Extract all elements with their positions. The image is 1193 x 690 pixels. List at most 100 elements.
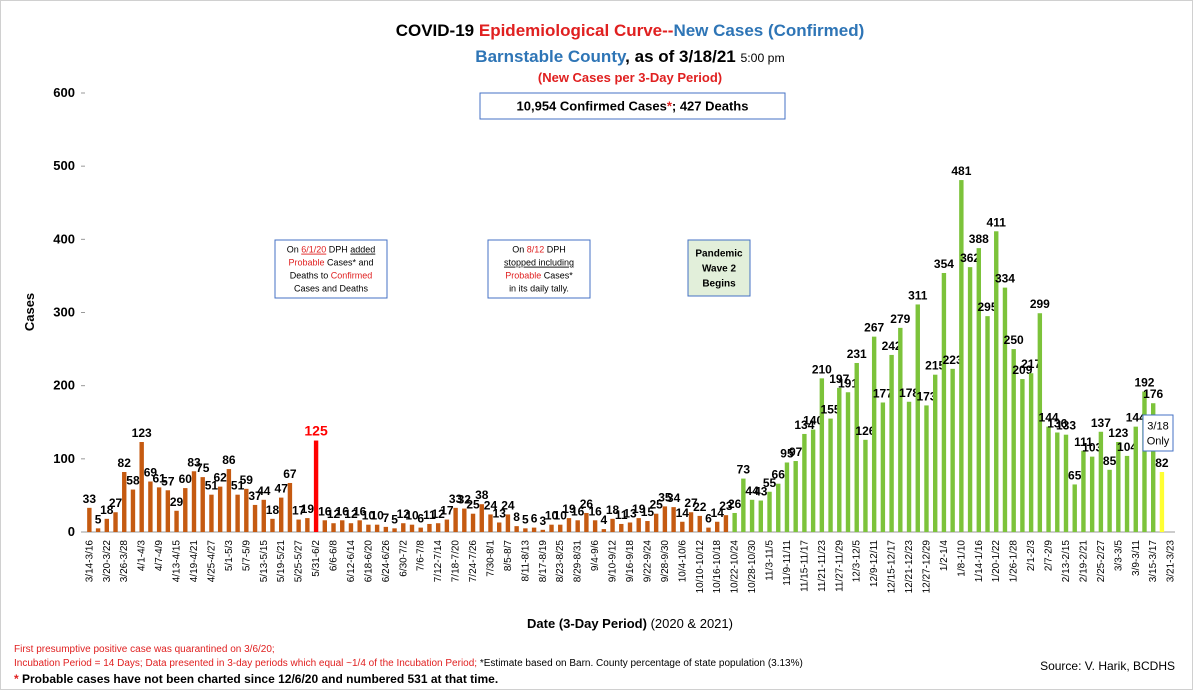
data-label: 66 — [772, 468, 786, 482]
data-label: 388 — [969, 232, 989, 246]
bar — [418, 527, 423, 532]
x-tick-label: 8/29-8/31 — [573, 540, 584, 583]
x-tick-label: 12/3-12/5 — [852, 540, 863, 583]
annotation-text: On 6/1/20 DPH added — [287, 245, 376, 255]
data-label: 279 — [890, 312, 910, 326]
annotation-text: Pandemic — [695, 249, 743, 260]
bar — [715, 521, 720, 532]
bar — [453, 507, 458, 532]
data-label: 85 — [1103, 454, 1117, 468]
data-label: 217 — [1021, 357, 1041, 371]
data-label: 250 — [1004, 333, 1024, 347]
bar — [1159, 472, 1165, 532]
data-label: 73 — [737, 463, 751, 477]
text-span: Date (3-Day Period) — [527, 616, 647, 631]
bar — [540, 529, 545, 532]
data-label: 334 — [995, 272, 1015, 286]
data-label: 144 — [1126, 411, 1146, 425]
y-tick-label: 300 — [53, 305, 75, 320]
annotation-text: Deaths to Confirmed — [290, 271, 373, 281]
data-label: 137 — [1091, 416, 1111, 430]
data-label: 33 — [83, 492, 97, 506]
text-span: Probable — [288, 258, 324, 268]
data-label: 14 — [676, 506, 690, 520]
x-tick-label: 8/11-8/13 — [520, 540, 531, 582]
bar — [383, 526, 389, 532]
x-tick-label: 7/24-7/26 — [468, 540, 479, 583]
data-label: 44 — [745, 484, 759, 498]
x-tick-label: 2/7-2/9 — [1044, 540, 1055, 572]
data-label: 62 — [213, 471, 227, 485]
bar — [1055, 432, 1060, 532]
data-label: 17 — [292, 504, 306, 518]
bar — [104, 518, 109, 532]
bar — [148, 481, 153, 532]
bar — [1037, 313, 1043, 532]
data-label: 231 — [847, 347, 867, 361]
data-label: 35 — [658, 490, 672, 504]
bar — [950, 368, 955, 532]
x-tick-label: 8/17-8/19 — [538, 540, 549, 583]
data-label: 43 — [754, 485, 768, 499]
data-label: 15 — [641, 505, 655, 519]
data-label: 10 — [554, 509, 568, 523]
bar — [1063, 434, 1069, 532]
bar — [139, 442, 144, 532]
bar — [697, 515, 702, 532]
x-tick-label: 6/6-6/8 — [329, 540, 340, 572]
bar — [435, 523, 441, 532]
bar — [645, 521, 650, 532]
annotation-box — [687, 239, 751, 297]
text-span: First presumptive positive case was quar… — [14, 644, 275, 655]
text-span: Cases* — [541, 271, 573, 281]
bar — [505, 514, 511, 532]
data-label: 82 — [118, 456, 132, 470]
data-label: 104 — [1117, 440, 1137, 454]
x-tick-label: 4/25-4/27 — [206, 540, 217, 583]
x-tick-label: 5/31-6/2 — [311, 540, 322, 577]
text-span: ; 427 Deaths — [672, 99, 749, 114]
annotation-text: Begins — [702, 279, 736, 290]
text-span: (2020 & 2021) — [647, 616, 733, 631]
bar — [235, 494, 240, 532]
bar — [488, 514, 493, 532]
x-tick-label: 11/3-11/5 — [765, 540, 776, 581]
data-label: 12 — [397, 507, 411, 521]
x-tick-label: 8/5-8/7 — [503, 540, 514, 572]
annotation-box — [479, 92, 786, 120]
bar — [217, 486, 223, 532]
bar — [183, 488, 188, 532]
data-label: 16 — [336, 504, 350, 518]
data-label: 55 — [763, 476, 777, 490]
bar — [601, 529, 607, 532]
data-label: 51 — [205, 479, 219, 493]
data-label: 125 — [304, 423, 328, 439]
footnote: First presumptive positive case was quar… — [14, 644, 275, 655]
data-label: 144 — [1039, 411, 1059, 425]
bar — [941, 272, 947, 532]
x-tick-label: 2/25-2/27 — [1096, 540, 1107, 583]
data-label: 5 — [522, 512, 529, 526]
x-tick-label: 6/24-6/26 — [381, 540, 392, 583]
bar — [331, 523, 336, 532]
bar — [191, 471, 197, 532]
data-label: 25 — [649, 498, 663, 512]
bar — [374, 524, 380, 532]
bar — [784, 462, 790, 532]
x-tick-label: 5/19-5/21 — [276, 540, 287, 583]
chart-note: (New Cases per 3-Day Period) — [538, 70, 722, 85]
bar — [279, 497, 284, 532]
footnote: * Probable cases have not been charted s… — [14, 672, 498, 686]
data-label: 18 — [100, 503, 114, 517]
bar — [340, 520, 345, 532]
data-label: 25 — [466, 498, 480, 512]
bar — [200, 477, 205, 532]
bar — [706, 527, 711, 532]
data-label: 311 — [908, 288, 928, 302]
data-label: 111 — [1074, 435, 1093, 449]
data-label: 242 — [882, 339, 902, 353]
bar — [793, 461, 798, 532]
y-tick-label: 400 — [53, 231, 75, 246]
bar — [749, 499, 755, 532]
text-span: Probable cases have not been charted sin… — [19, 672, 499, 686]
